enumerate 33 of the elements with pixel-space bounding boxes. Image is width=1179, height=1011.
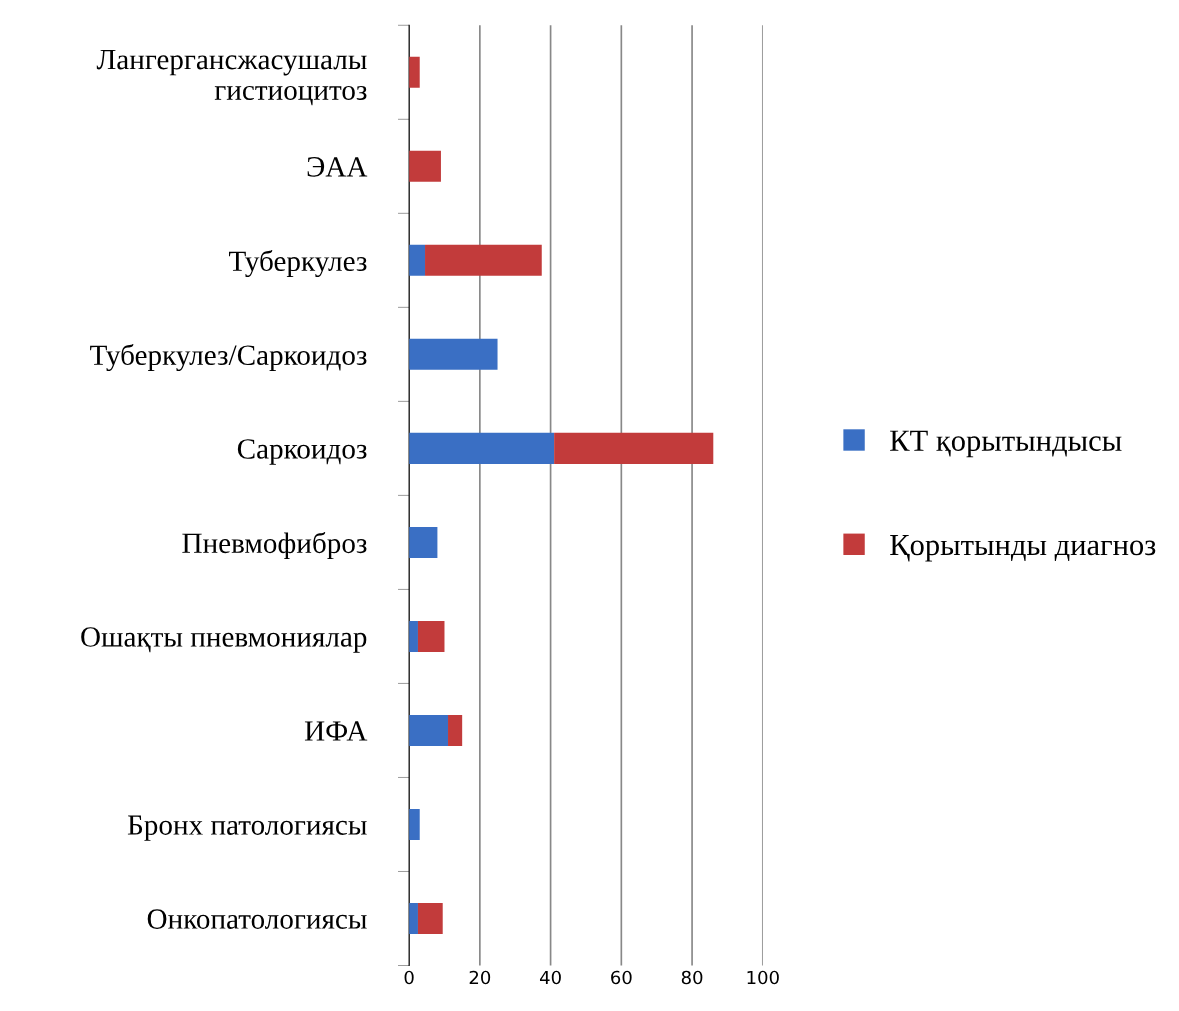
bar (554, 432, 714, 464)
bar (409, 714, 449, 746)
x-tick-label: 40 (539, 970, 561, 985)
y-tick-label: Туберкулез (229, 249, 367, 278)
bar (425, 244, 542, 276)
x-tick-label: 20 (469, 970, 491, 985)
x-tick-label: 100 (747, 970, 779, 985)
bar (448, 714, 463, 746)
bar (409, 244, 426, 276)
bar (409, 338, 498, 370)
legend-label: КТ қорытындысы (890, 430, 1122, 458)
y-tick-label: Лангергансжасушалы гистиоцитоз (96, 50, 367, 106)
x-tick-label: 60 (611, 970, 632, 985)
y-tick-label: ИФА (304, 721, 368, 741)
x-tick-label: 0 (404, 970, 414, 985)
y-tick-label: Пневмофиброз (182, 531, 367, 560)
y-tick-label: Саркоидоз (237, 439, 367, 465)
bar (417, 620, 445, 652)
bar (409, 902, 418, 935)
y-tick-label: ЭАА (307, 157, 368, 177)
bar (409, 432, 555, 464)
y-tick-label: Бронх патологиясы (127, 815, 367, 841)
bar (409, 808, 420, 840)
y-tick-label: Туберкулез/Саркоидоз (90, 343, 367, 372)
legend-label: Қорытынды диагноз (890, 534, 1156, 562)
bar (409, 620, 418, 652)
bar (409, 150, 441, 182)
x-tick-label: 80 (681, 970, 703, 985)
bar (409, 526, 438, 558)
bar (409, 56, 420, 88)
y-tick-label: Онкопатологиясы (147, 909, 367, 929)
y-tick-label: Ошақты пневмониялар (81, 627, 367, 653)
bar (417, 902, 443, 935)
